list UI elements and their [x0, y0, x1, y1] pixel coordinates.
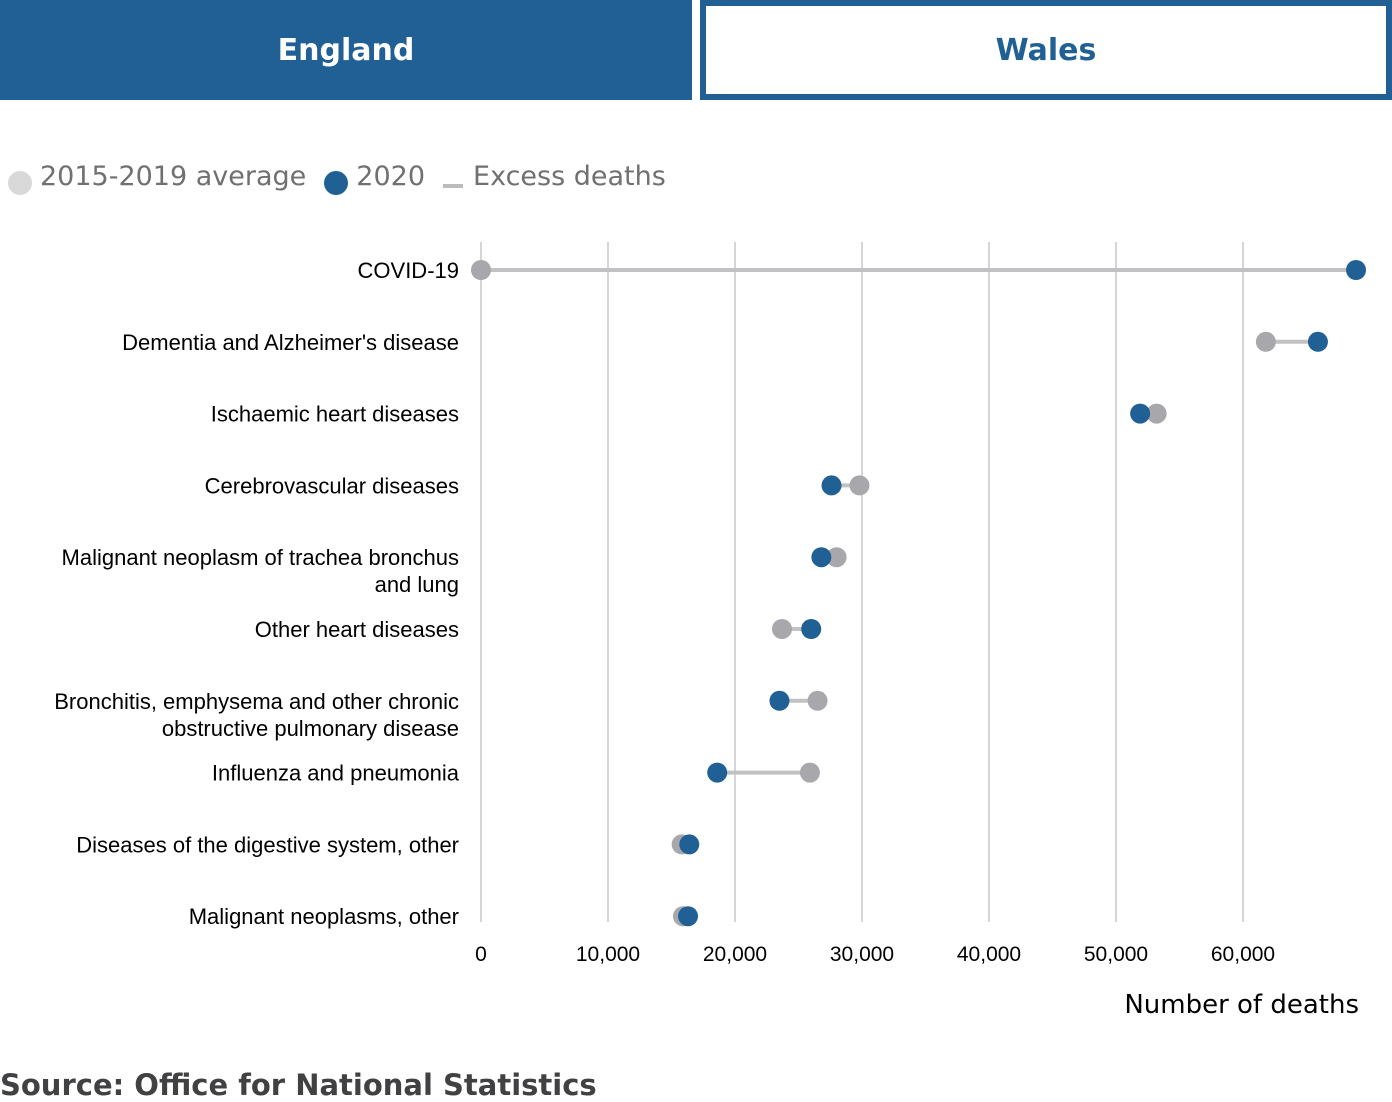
legend-item-average: 2015-2019 average: [8, 157, 306, 195]
chart-legend: 2015-2019 average 2020 Excess deaths: [8, 156, 684, 196]
dot-2020: [811, 547, 832, 568]
category-label: Cerebrovascular diseases: [205, 473, 459, 498]
dot-2020: [769, 690, 790, 711]
legend-item-excess: Excess deaths: [443, 161, 666, 192]
legend-swatch-average: [8, 171, 32, 195]
legend-item-2020: 2020: [324, 157, 425, 195]
legend-swatch-excess: [443, 184, 464, 188]
tab-england[interactable]: England: [0, 0, 692, 100]
category-label: COVID-19: [358, 258, 459, 283]
dot-2020: [1346, 260, 1367, 280]
average-dot: [807, 690, 828, 711]
dot-2020: [801, 619, 822, 639]
dot-2020: [1130, 403, 1151, 424]
dot-2020: [1307, 331, 1328, 352]
legend-label-excess: Excess deaths: [473, 160, 666, 192]
category-label: Bronchitis, emphysema and other chronic o…: [54, 689, 459, 741]
x-tick-label: 10,000: [576, 943, 640, 966]
average-dot: [1255, 331, 1276, 352]
average-dot: [1146, 403, 1167, 424]
category-label: Malignant neoplasm of trachea bronchus an…: [62, 545, 459, 597]
x-tick-label: 50,000: [1084, 943, 1148, 966]
category-label: Dementia and Alzheimer's disease: [122, 330, 459, 355]
legend-swatch-2020: [324, 171, 349, 195]
category-label: Ischaemic heart diseases: [211, 402, 459, 427]
legend-label-2020: 2020: [356, 160, 426, 192]
nation-tabs: England Wales: [0, 0, 1392, 100]
x-tick-label: 20,000: [703, 943, 767, 966]
legend-label-average: 2015-2019 average: [40, 160, 307, 192]
average-dot: [799, 762, 820, 783]
average-dot: [471, 260, 491, 280]
average-dot: [849, 475, 870, 496]
x-tick-label: 40,000: [957, 943, 1021, 966]
source-note: Source: Office for National Statistics: [0, 1068, 597, 1102]
average-dot: [771, 619, 792, 639]
x-tick-label: 60,000: [1211, 943, 1275, 966]
dot-plot-chart: 0 10,000 20,000 30,000 40,000 50,000 60,000 Num…: [54, 242, 1367, 1020]
dot-2020: [821, 475, 842, 496]
dot-2020: [679, 834, 700, 855]
dot-2020: [678, 906, 699, 927]
x-tick-label: 30,000: [830, 943, 894, 966]
x-axis-title: Number of deaths: [1124, 990, 1359, 1020]
category-label: Influenza and pneumonia: [212, 761, 460, 786]
category-label: Diseases of the digestive system, other: [76, 832, 459, 857]
dot-2020: [707, 762, 728, 783]
category-label: Malignant neoplasms, other: [189, 904, 459, 929]
average-dot: [826, 547, 847, 568]
x-tick-label: 0: [475, 943, 487, 966]
category-label: Other heart diseases: [255, 617, 459, 642]
tab-wales[interactable]: Wales: [700, 0, 1392, 100]
